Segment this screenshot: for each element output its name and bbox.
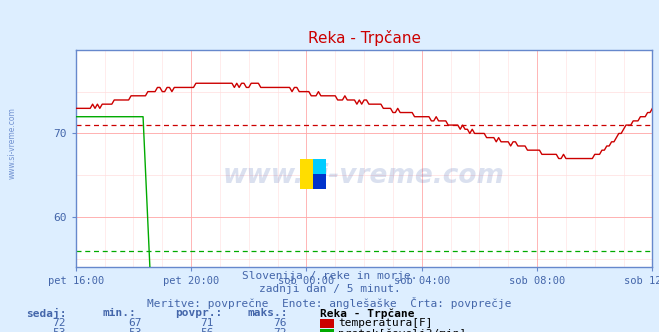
Text: temperatura[F]: temperatura[F] — [338, 318, 432, 328]
Text: Meritve: povprečne  Enote: anglešaške  Črta: povprečje: Meritve: povprečne Enote: anglešaške Črt… — [147, 297, 512, 309]
Text: 67: 67 — [129, 318, 142, 328]
Text: Reka - Trpčane: Reka - Trpčane — [320, 308, 414, 319]
Bar — [313, 159, 326, 174]
Text: 53: 53 — [129, 328, 142, 332]
Text: zadnji dan / 5 minut.: zadnji dan / 5 minut. — [258, 284, 401, 294]
Text: Slovenija / reke in morje.: Slovenija / reke in morje. — [242, 271, 417, 281]
Text: www.si-vreme.com: www.si-vreme.com — [223, 163, 505, 189]
Text: min.:: min.: — [102, 308, 136, 318]
Text: sedaj:: sedaj: — [26, 308, 67, 319]
Text: 53: 53 — [53, 328, 66, 332]
Bar — [300, 159, 313, 189]
Text: pretok[čevelj3/min]: pretok[čevelj3/min] — [338, 328, 467, 332]
Title: Reka - Trpčane: Reka - Trpčane — [308, 30, 420, 46]
Text: 71: 71 — [201, 318, 214, 328]
Text: 72: 72 — [53, 318, 66, 328]
Text: 72: 72 — [273, 328, 287, 332]
Text: 76: 76 — [273, 318, 287, 328]
Text: povpr.:: povpr.: — [175, 308, 222, 318]
Text: www.si-vreme.com: www.si-vreme.com — [8, 107, 17, 179]
Text: 56: 56 — [201, 328, 214, 332]
Text: maks.:: maks.: — [247, 308, 287, 318]
Bar — [313, 174, 326, 189]
